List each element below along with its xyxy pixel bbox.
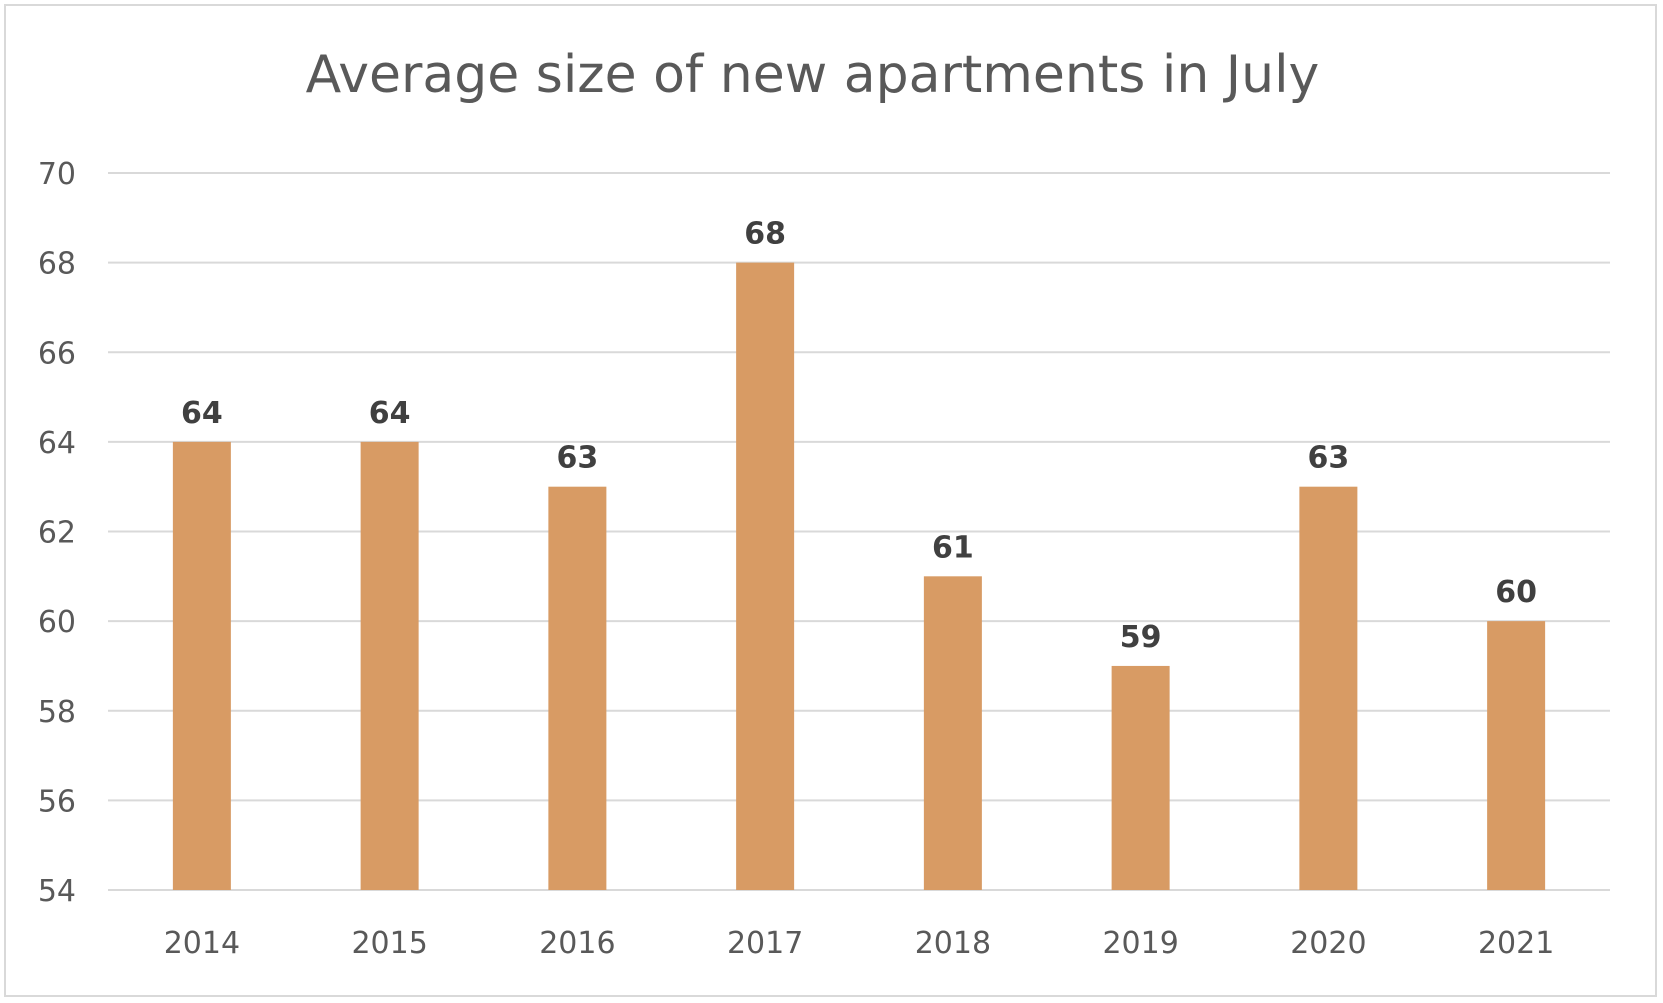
bar (1299, 486, 1358, 890)
y-tick-label: 58 (38, 695, 76, 730)
chart-title: Average size of new apartments in July (305, 45, 1320, 105)
x-tick-label: 2019 (1102, 926, 1178, 961)
data-label: 68 (744, 217, 786, 252)
x-tick-label: 2020 (1290, 926, 1366, 961)
y-tick-label: 62 (38, 516, 76, 551)
bar (360, 441, 419, 890)
x-tick-label: 2017 (727, 926, 803, 961)
data-label: 61 (932, 530, 974, 565)
bar (923, 576, 982, 890)
data-label: 63 (557, 441, 599, 476)
bar (1111, 665, 1170, 890)
data-label: 64 (369, 396, 411, 431)
data-label: 60 (1495, 575, 1537, 610)
y-tick-label: 54 (38, 874, 76, 909)
y-tick-label: 60 (38, 605, 76, 640)
y-tick-label: 64 (38, 426, 76, 461)
x-tick-label: 2018 (915, 926, 991, 961)
y-tick-label: 66 (38, 336, 76, 371)
chart-frame (4, 4, 1657, 997)
x-tick-label: 2016 (539, 926, 615, 961)
y-tick-label: 68 (38, 247, 76, 282)
data-label: 63 (1308, 441, 1350, 476)
x-tick-label: 2014 (164, 926, 240, 961)
data-label: 59 (1120, 620, 1162, 655)
bar (1487, 621, 1546, 890)
y-tick-label: 56 (38, 784, 76, 819)
x-tick-label: 2021 (1478, 926, 1554, 961)
data-label: 64 (181, 396, 223, 431)
bar (736, 262, 795, 890)
bar (548, 486, 607, 890)
bar (172, 441, 231, 890)
y-tick-label: 70 (38, 157, 76, 192)
x-tick-label: 2015 (351, 926, 427, 961)
